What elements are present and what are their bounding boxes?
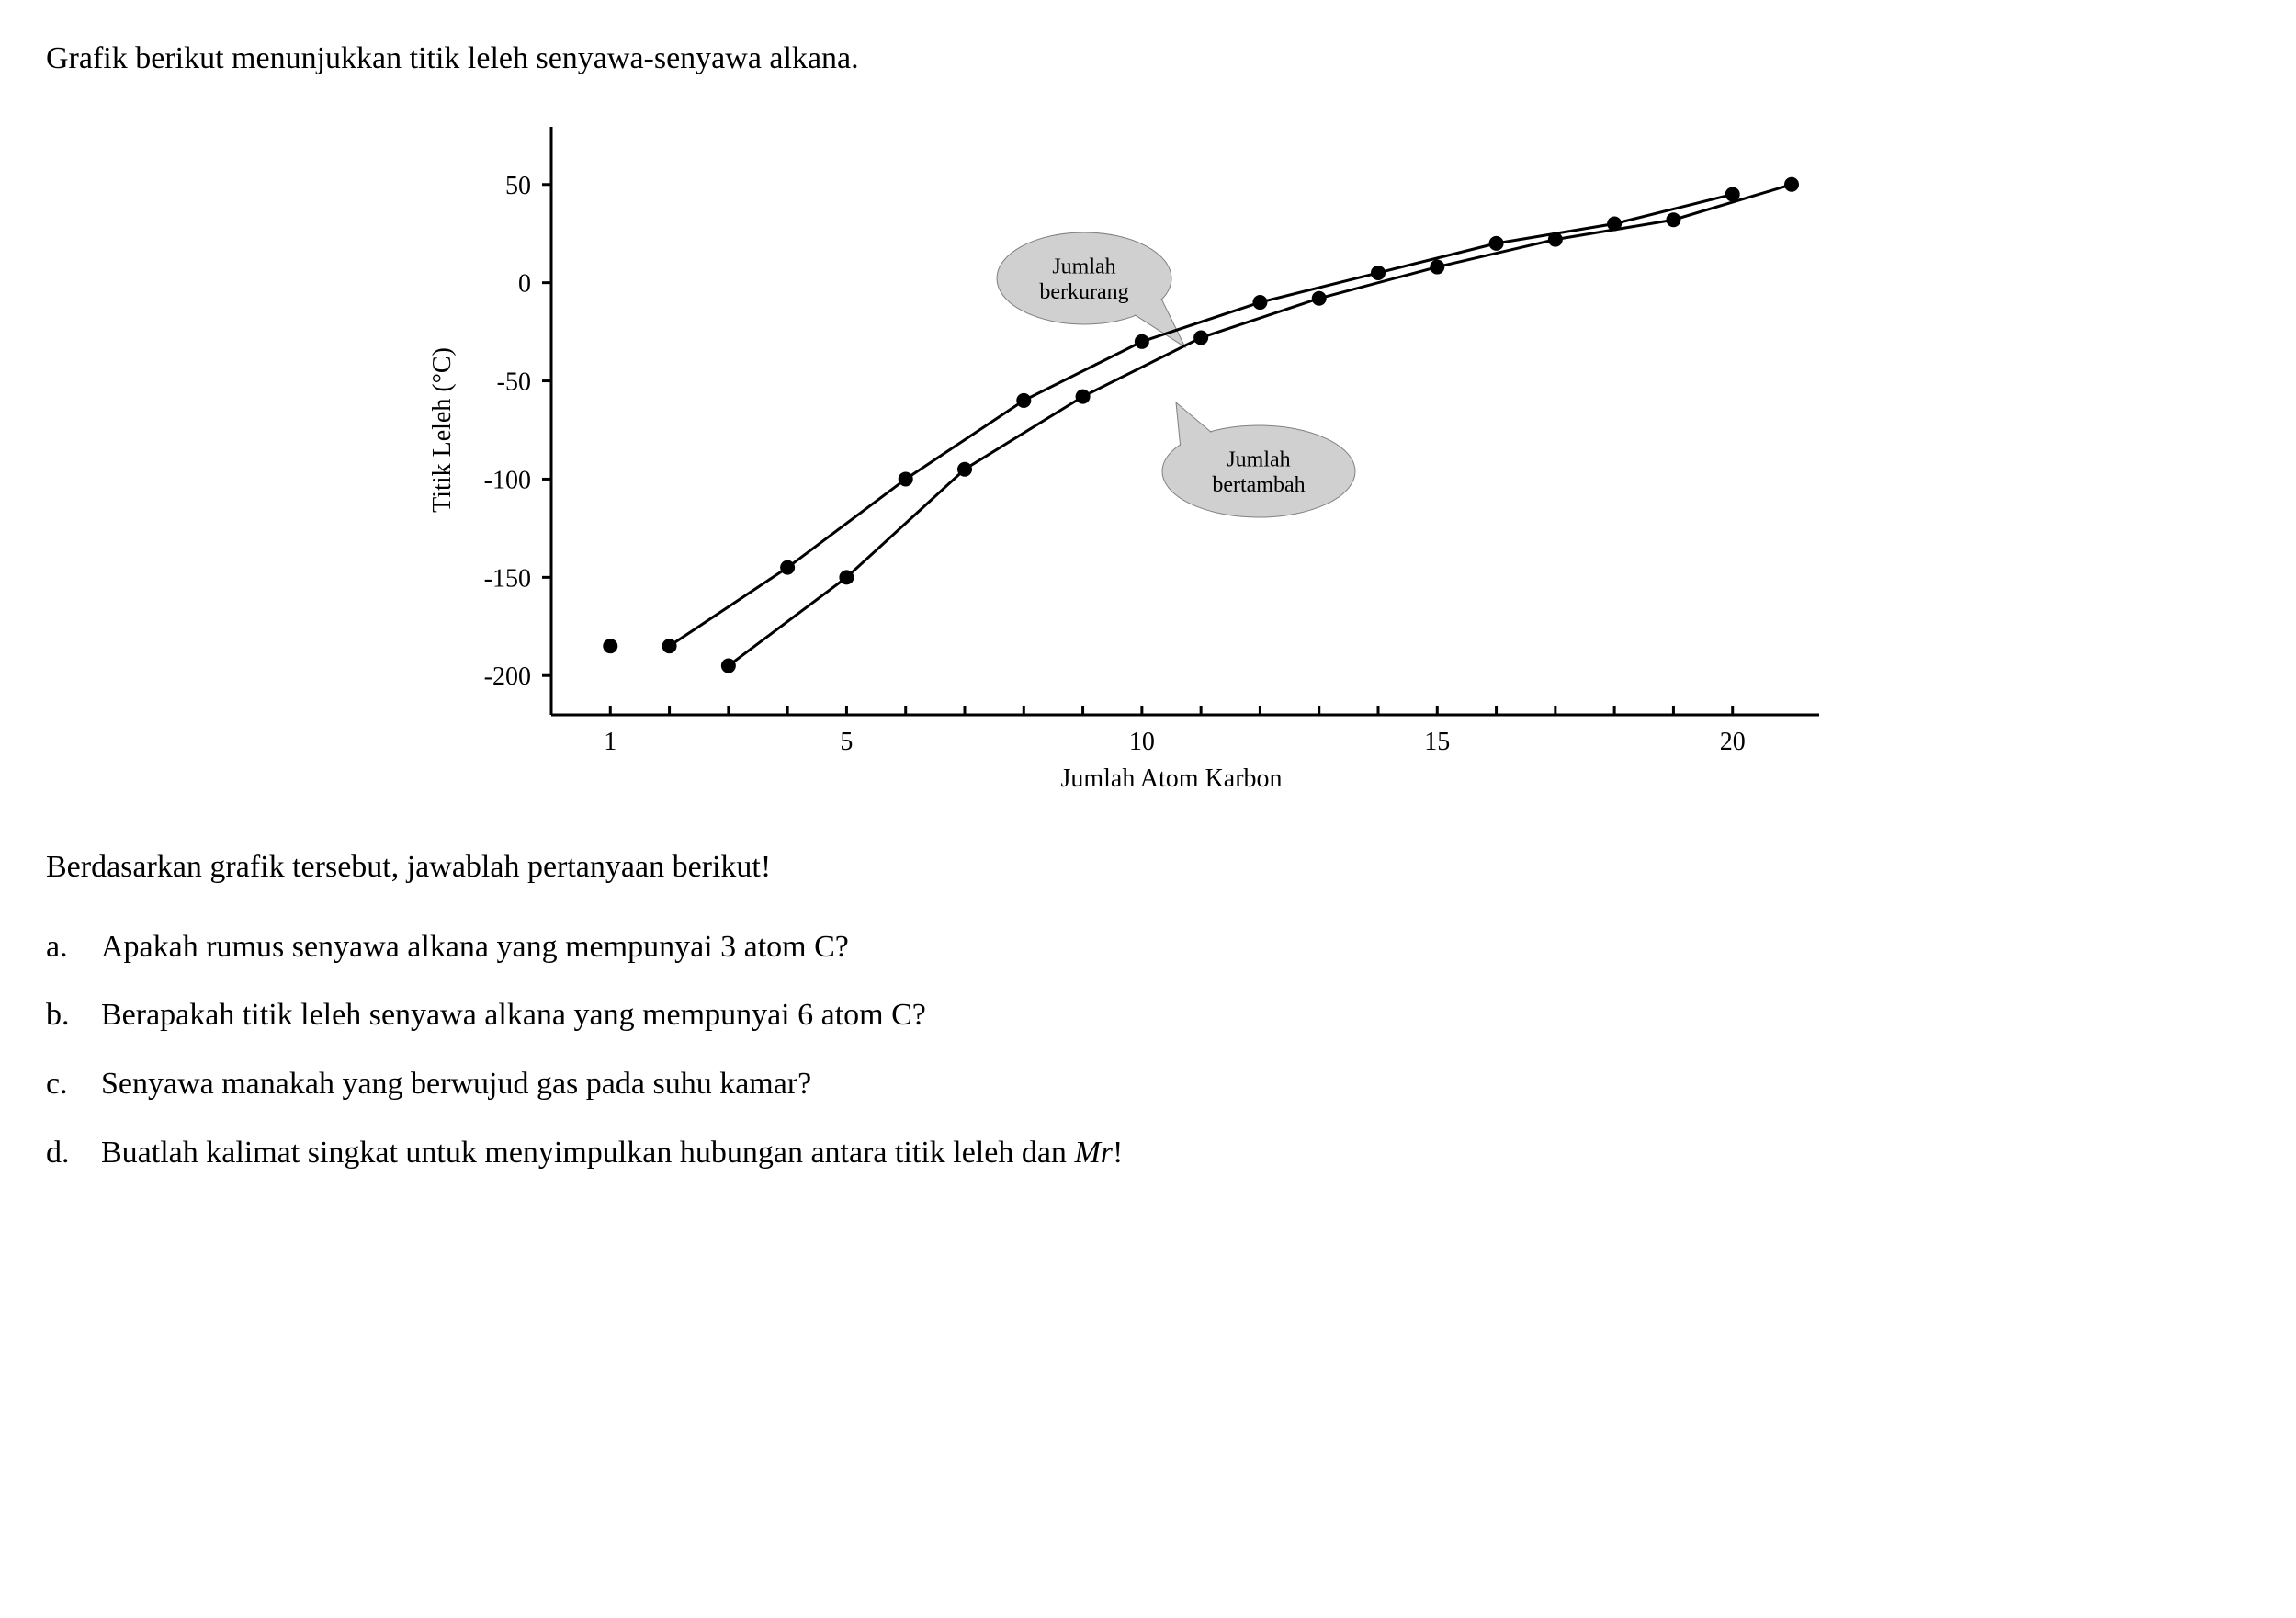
svg-text:berkurang: berkurang [1039, 280, 1128, 304]
chart-container: -200-150-100-5005015101520Titik Leleh (°… [413, 108, 1883, 807]
svg-text:-100: -100 [483, 466, 530, 494]
question-letter: d. [46, 1119, 101, 1188]
question-item: d.Buatlah kalimat singkat untuk menyimpu… [46, 1119, 2250, 1188]
question-item: c.Senyawa manakah yang berwujud gas pada… [46, 1050, 2250, 1119]
svg-text:20: 20 [1719, 728, 1745, 756]
intro-text: Grafik berikut menunjukkan titik leleh s… [46, 37, 2250, 81]
svg-text:-150: -150 [483, 564, 530, 593]
svg-text:0: 0 [518, 269, 531, 298]
svg-text:10: 10 [1128, 728, 1154, 756]
question-item: a.Apakah rumus senyawa alkana yang mempu… [46, 913, 2250, 982]
question-text: Senyawa manakah yang berwujud gas pada s… [101, 1050, 2250, 1119]
conclusion-text: Berdasarkan grafik tersebut, jawablah pe… [46, 843, 2250, 890]
question-text: Apakah rumus senyawa alkana yang mempuny… [101, 913, 2250, 982]
svg-text:bertambah: bertambah [1212, 473, 1305, 497]
question-list: a.Apakah rumus senyawa alkana yang mempu… [46, 913, 2250, 1188]
melting-point-chart: -200-150-100-5005015101520Titik Leleh (°… [413, 108, 1883, 807]
svg-text:5: 5 [840, 728, 853, 756]
question-letter: b. [46, 981, 101, 1050]
question-letter: a. [46, 913, 101, 982]
svg-text:15: 15 [1424, 728, 1450, 756]
svg-text:-200: -200 [483, 662, 530, 691]
question-letter: c. [46, 1050, 101, 1119]
question-text: Berapakah titik leleh senyawa alkana yan… [101, 981, 2250, 1050]
svg-text:50: 50 [505, 171, 531, 199]
question-text: Buatlah kalimat singkat untuk menyimpulk… [101, 1119, 2250, 1188]
svg-text:-50: -50 [496, 368, 530, 396]
svg-text:Jumlah: Jumlah [1227, 447, 1290, 471]
svg-text:Titik Leleh (°C): Titik Leleh (°C) [428, 347, 457, 513]
svg-text:Jumlah Atom Karbon: Jumlah Atom Karbon [1060, 764, 1282, 793]
svg-text:Jumlah: Jumlah [1052, 255, 1115, 278]
svg-text:1: 1 [604, 728, 616, 756]
question-item: b.Berapakah titik leleh senyawa alkana y… [46, 981, 2250, 1050]
